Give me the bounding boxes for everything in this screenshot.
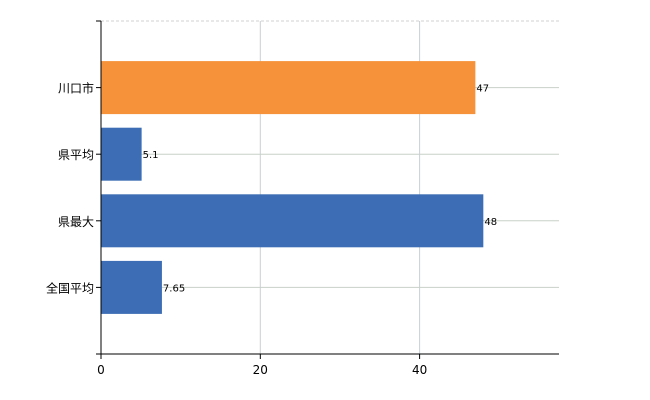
bar xyxy=(101,194,484,248)
bar xyxy=(101,127,142,181)
x-tick-label: 0 xyxy=(97,363,105,377)
y-tick-label: 川口市 xyxy=(58,81,94,96)
y-tick-label: 県平均 xyxy=(58,148,94,162)
y-tick-label: 全国平均 xyxy=(46,280,94,295)
bar xyxy=(101,61,476,115)
bar xyxy=(101,260,162,314)
data-label: 47 xyxy=(476,84,489,95)
x-tick-label: 40 xyxy=(412,363,427,377)
data-label: 5.1 xyxy=(143,150,159,161)
x-tick-label: 20 xyxy=(253,363,268,377)
data-label: 48 xyxy=(484,217,497,228)
data-label: 7.65 xyxy=(163,283,185,294)
y-tick-label: 県最大 xyxy=(58,215,94,229)
